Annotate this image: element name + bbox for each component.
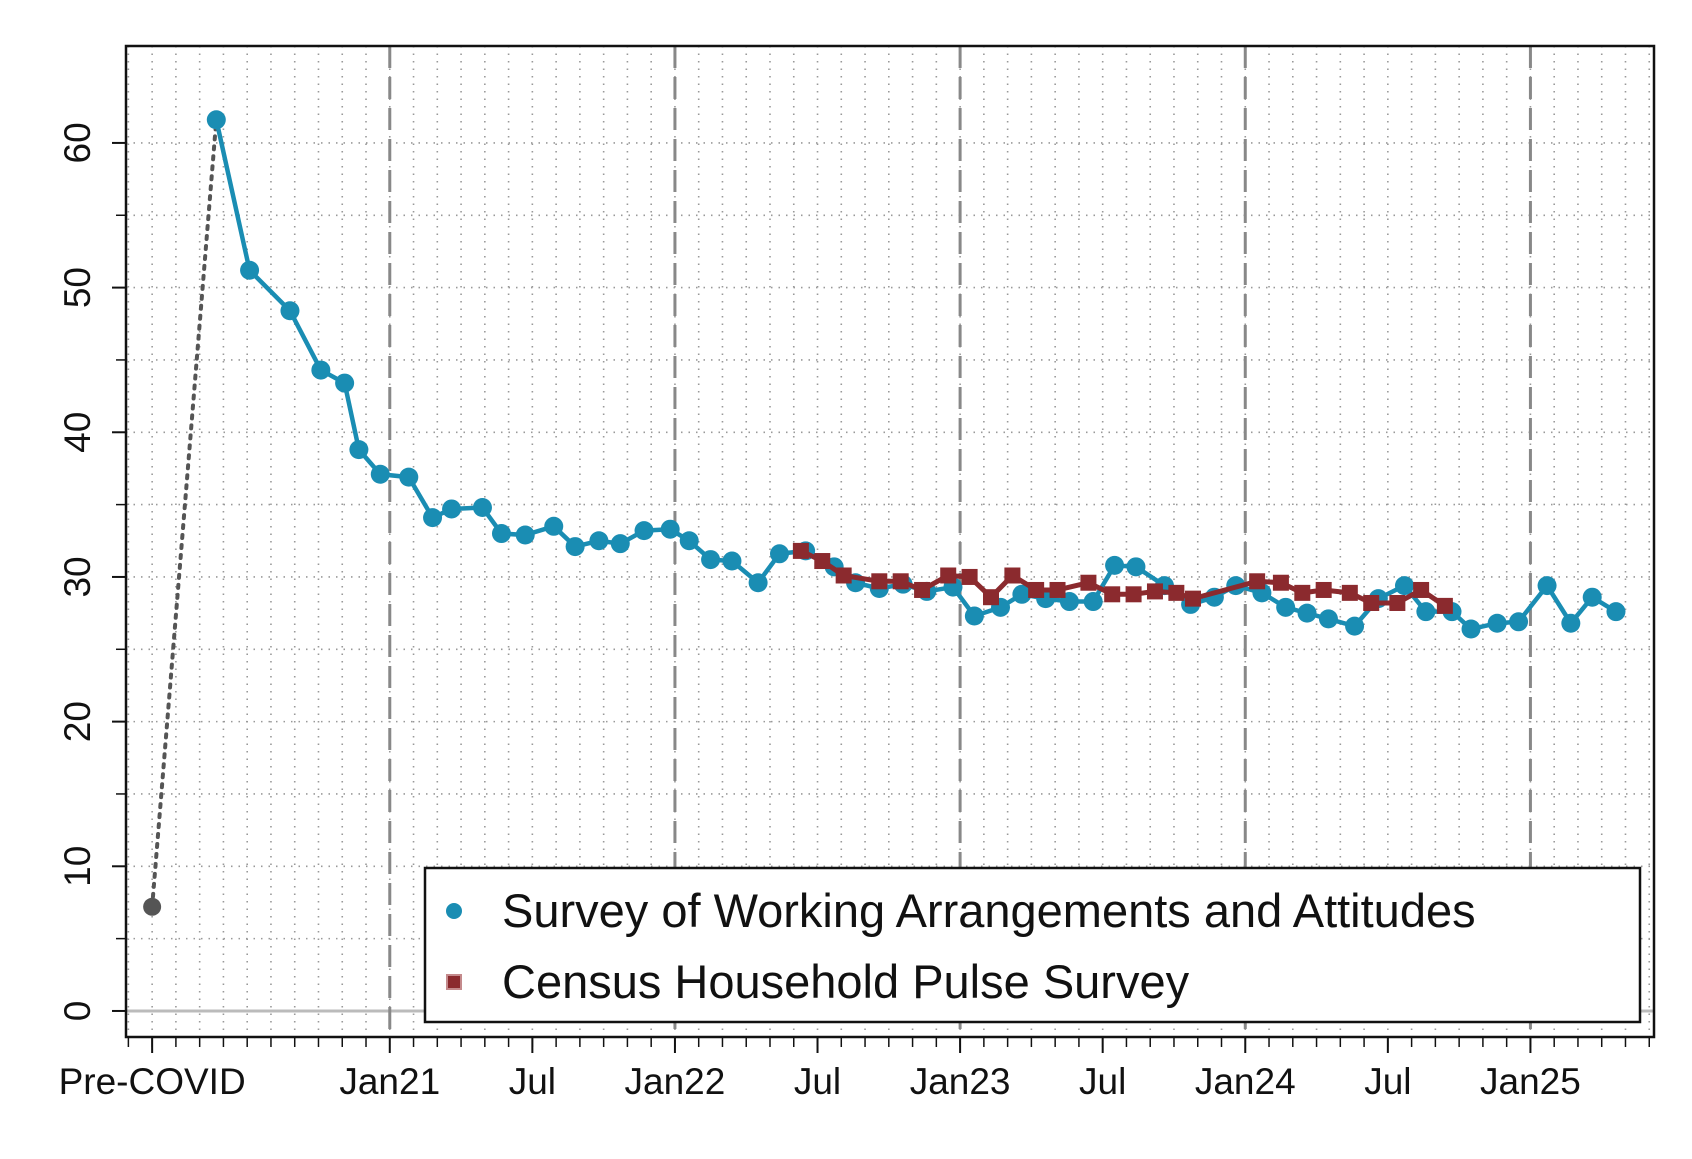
point-marker	[240, 260, 260, 280]
point-marker	[1276, 597, 1296, 617]
x-tick-label: Jul	[509, 1061, 556, 1102]
point-marker	[335, 373, 355, 393]
point-marker	[1004, 567, 1021, 584]
point-marker	[1461, 619, 1481, 639]
point-marker	[1413, 581, 1430, 598]
x-tick-label: Jan25	[1480, 1061, 1581, 1102]
point-marker	[610, 534, 630, 554]
point-marker	[491, 524, 511, 544]
point-marker	[515, 525, 535, 545]
legend-marker	[446, 903, 462, 919]
point-marker	[1146, 583, 1163, 600]
point-marker	[1294, 584, 1311, 601]
point-marker	[1272, 574, 1289, 591]
point-marker	[472, 498, 492, 518]
y-tick-label: 60	[57, 122, 98, 163]
point-marker	[1363, 594, 1380, 611]
point-marker	[349, 440, 369, 460]
legend-marker	[446, 974, 462, 990]
y-tick-label: 20	[57, 701, 98, 742]
point-marker	[1318, 609, 1338, 629]
point-marker	[660, 519, 680, 539]
point-marker	[423, 508, 443, 528]
point-marker	[1389, 594, 1406, 611]
point-marker	[1394, 576, 1414, 596]
point-marker	[982, 589, 999, 606]
point-marker	[1487, 613, 1507, 633]
point-marker	[940, 567, 957, 584]
x-tick-label: Pre-COVID	[59, 1061, 246, 1102]
point-marker	[1341, 584, 1358, 601]
point-marker	[748, 573, 768, 593]
point-marker	[1105, 555, 1125, 575]
point-marker	[1297, 603, 1317, 623]
plot-frame	[124, 44, 1656, 1039]
x-tick-label: Jan22	[625, 1061, 726, 1102]
y-tick-label: 40	[57, 412, 98, 453]
x-tick-label: Jul	[794, 1061, 841, 1102]
point-marker	[961, 568, 978, 585]
point-marker	[1509, 612, 1529, 632]
point-marker	[1582, 587, 1602, 607]
point-marker	[1012, 584, 1032, 604]
point-marker	[1126, 557, 1146, 577]
point-marker	[1125, 586, 1142, 603]
point-marker	[311, 360, 331, 380]
point-marker	[1436, 597, 1453, 614]
point-marker	[814, 553, 831, 570]
point-marker	[589, 531, 609, 551]
point-marker	[701, 550, 721, 570]
point-marker	[1315, 581, 1332, 598]
x-tick-label: Jul	[1079, 1061, 1126, 1102]
baseline-point	[143, 897, 162, 916]
point-marker	[1028, 581, 1045, 598]
point-marker	[1168, 584, 1185, 601]
y-tick-label: 30	[57, 556, 98, 597]
x-tick-label: Jan21	[339, 1061, 440, 1102]
point-marker	[565, 537, 585, 557]
point-marker	[679, 531, 699, 551]
point-marker	[544, 516, 564, 536]
legend-label: Census Household Pulse Survey	[502, 955, 1190, 1008]
point-marker	[399, 467, 419, 487]
series-line	[214, 119, 1618, 632]
x-tick-label: Jul	[1364, 1061, 1411, 1102]
y-tick-label: 10	[57, 846, 98, 887]
point-marker	[1080, 574, 1097, 591]
point-marker	[964, 606, 984, 626]
point-marker	[722, 551, 742, 571]
y-tick-label: 50	[57, 267, 98, 308]
y-tick-label: 0	[57, 1001, 98, 1022]
point-marker	[1049, 581, 1066, 598]
point-marker	[1184, 590, 1201, 607]
point-marker	[769, 544, 789, 564]
point-marker	[871, 573, 888, 590]
point-marker	[1249, 573, 1266, 590]
point-marker	[280, 301, 300, 321]
point-marker	[1606, 602, 1626, 622]
point-marker	[835, 567, 852, 584]
point-marker	[1416, 602, 1436, 622]
point-marker	[892, 573, 909, 590]
point-marker	[1083, 592, 1103, 612]
point-marker	[206, 110, 226, 130]
point-marker	[370, 464, 390, 484]
x-tick-label: Jan23	[910, 1061, 1011, 1102]
point-marker	[1561, 613, 1581, 633]
legend-box	[423, 866, 1642, 1024]
point-marker	[1345, 616, 1365, 636]
point-marker	[1537, 576, 1557, 596]
point-marker	[442, 499, 462, 519]
point-marker	[914, 581, 931, 598]
legend-label: Survey of Working Arrangements and Attit…	[502, 884, 1476, 937]
legend: Survey of Working Arrangements and Attit…	[423, 866, 1642, 1024]
point-marker	[1104, 586, 1121, 603]
point-marker	[634, 521, 654, 541]
baseline-connector	[150, 117, 219, 909]
x-tick-label: Jan24	[1195, 1061, 1296, 1102]
point-marker	[792, 542, 809, 559]
